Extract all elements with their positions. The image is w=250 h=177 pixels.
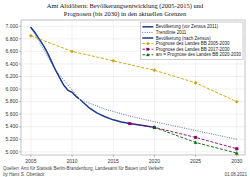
line	[31, 28, 237, 140]
plot-frame	[21, 20, 245, 155]
line	[130, 124, 237, 149]
y-tick-label: 6.000	[5, 86, 18, 92]
marker	[128, 122, 131, 125]
legend-label: Trendlinie 2011	[156, 30, 187, 35]
y-tick-label: 5.800	[5, 98, 18, 104]
legend-swatch	[142, 43, 153, 44]
series	[128, 122, 238, 150]
grid-line	[21, 89, 245, 90]
x-tick-label: 2025	[190, 158, 201, 164]
marker	[153, 69, 156, 72]
y-tick-label: 6.800	[5, 36, 18, 42]
series	[153, 126, 239, 155]
marker	[235, 151, 238, 154]
legend-label: Bevölkerung (nach Zensus)	[156, 36, 212, 41]
y-tick-label: 6.600	[5, 48, 18, 54]
series	[31, 28, 80, 100]
grid-line	[21, 63, 245, 64]
grid-line	[21, 126, 245, 127]
marker	[235, 100, 238, 103]
subtitle: Prognosen (bis 2030) in den aktuellen Gr…	[64, 10, 187, 18]
marker	[112, 59, 115, 62]
legend-label: Bevölkerung (vor Zensus 2011)	[156, 24, 219, 29]
grid-line	[72, 20, 73, 155]
y-tick-label: 5.000	[5, 149, 18, 155]
legend-label: Prognose des Landes BB 2017-2030	[156, 47, 230, 52]
x-tick-label: 2005	[25, 158, 36, 164]
date-note: 01.08.2021	[224, 172, 247, 177]
legend-marker	[147, 48, 149, 50]
marker	[194, 81, 197, 84]
series	[31, 28, 237, 140]
line	[80, 100, 154, 128]
source-note: Quellen: Amt für Statistik Berlin-Brande…	[3, 166, 164, 171]
y-tick-label: 6.400	[5, 61, 18, 67]
legend-marker	[146, 42, 149, 45]
marker	[194, 141, 197, 144]
marker	[29, 34, 32, 37]
x-tick-label: 2015	[108, 158, 119, 164]
marker	[70, 50, 73, 53]
legend-swatch	[142, 37, 153, 39]
y-tick-label: 6.200	[5, 73, 18, 79]
y-tick-label: 5.600	[5, 111, 18, 117]
y-tick-label: 5.400	[5, 123, 18, 129]
grid-line	[21, 151, 245, 152]
line-halo	[80, 100, 154, 128]
line-halo	[31, 28, 80, 100]
legend-swatch	[142, 54, 153, 55]
grid-line	[113, 20, 114, 155]
marker	[235, 147, 238, 150]
marker	[153, 126, 156, 129]
line	[31, 28, 80, 100]
series-group	[29, 28, 238, 155]
marker	[194, 136, 197, 139]
legend-swatch	[142, 32, 153, 33]
background	[0, 0, 250, 177]
axes: 5.000 5.200 5.400 5.600 5.800 6.000 6.200 6.400…	[5, 20, 245, 164]
grid-line	[21, 101, 245, 102]
line	[31, 36, 237, 102]
legend: Bevölkerung (vor Zensus 2011)Trendlinie …	[140, 22, 243, 60]
legend-label: am = Prognose des Landes BB 2020-2030	[156, 52, 242, 57]
line	[154, 127, 236, 153]
y-tick-label: 5.200	[5, 136, 18, 142]
x-tick-label: 2020	[149, 158, 160, 164]
grid-line	[30, 20, 31, 155]
y-tick-label: 7.000	[5, 23, 18, 29]
legend-box	[140, 22, 243, 60]
legend-marker	[146, 53, 149, 56]
grid-line	[21, 76, 245, 77]
chart: Amt Altdöbern: Bevölkerungsentwicklung (…	[0, 0, 250, 177]
legend-label: Prognose des Landes BB 2005-2030	[156, 41, 230, 46]
x-tick-label: 2010	[66, 158, 77, 164]
legend-swatch	[142, 49, 153, 50]
series	[80, 100, 154, 128]
grid-line	[21, 114, 245, 115]
plot-area	[21, 20, 245, 155]
series	[29, 34, 238, 103]
grid-line	[21, 139, 245, 140]
grid	[21, 20, 245, 155]
x-tick-label: 2030	[231, 158, 242, 164]
author-note: by Hans S. Oberlack	[3, 172, 45, 177]
legend-swatch	[142, 26, 153, 28]
marker	[153, 126, 156, 129]
